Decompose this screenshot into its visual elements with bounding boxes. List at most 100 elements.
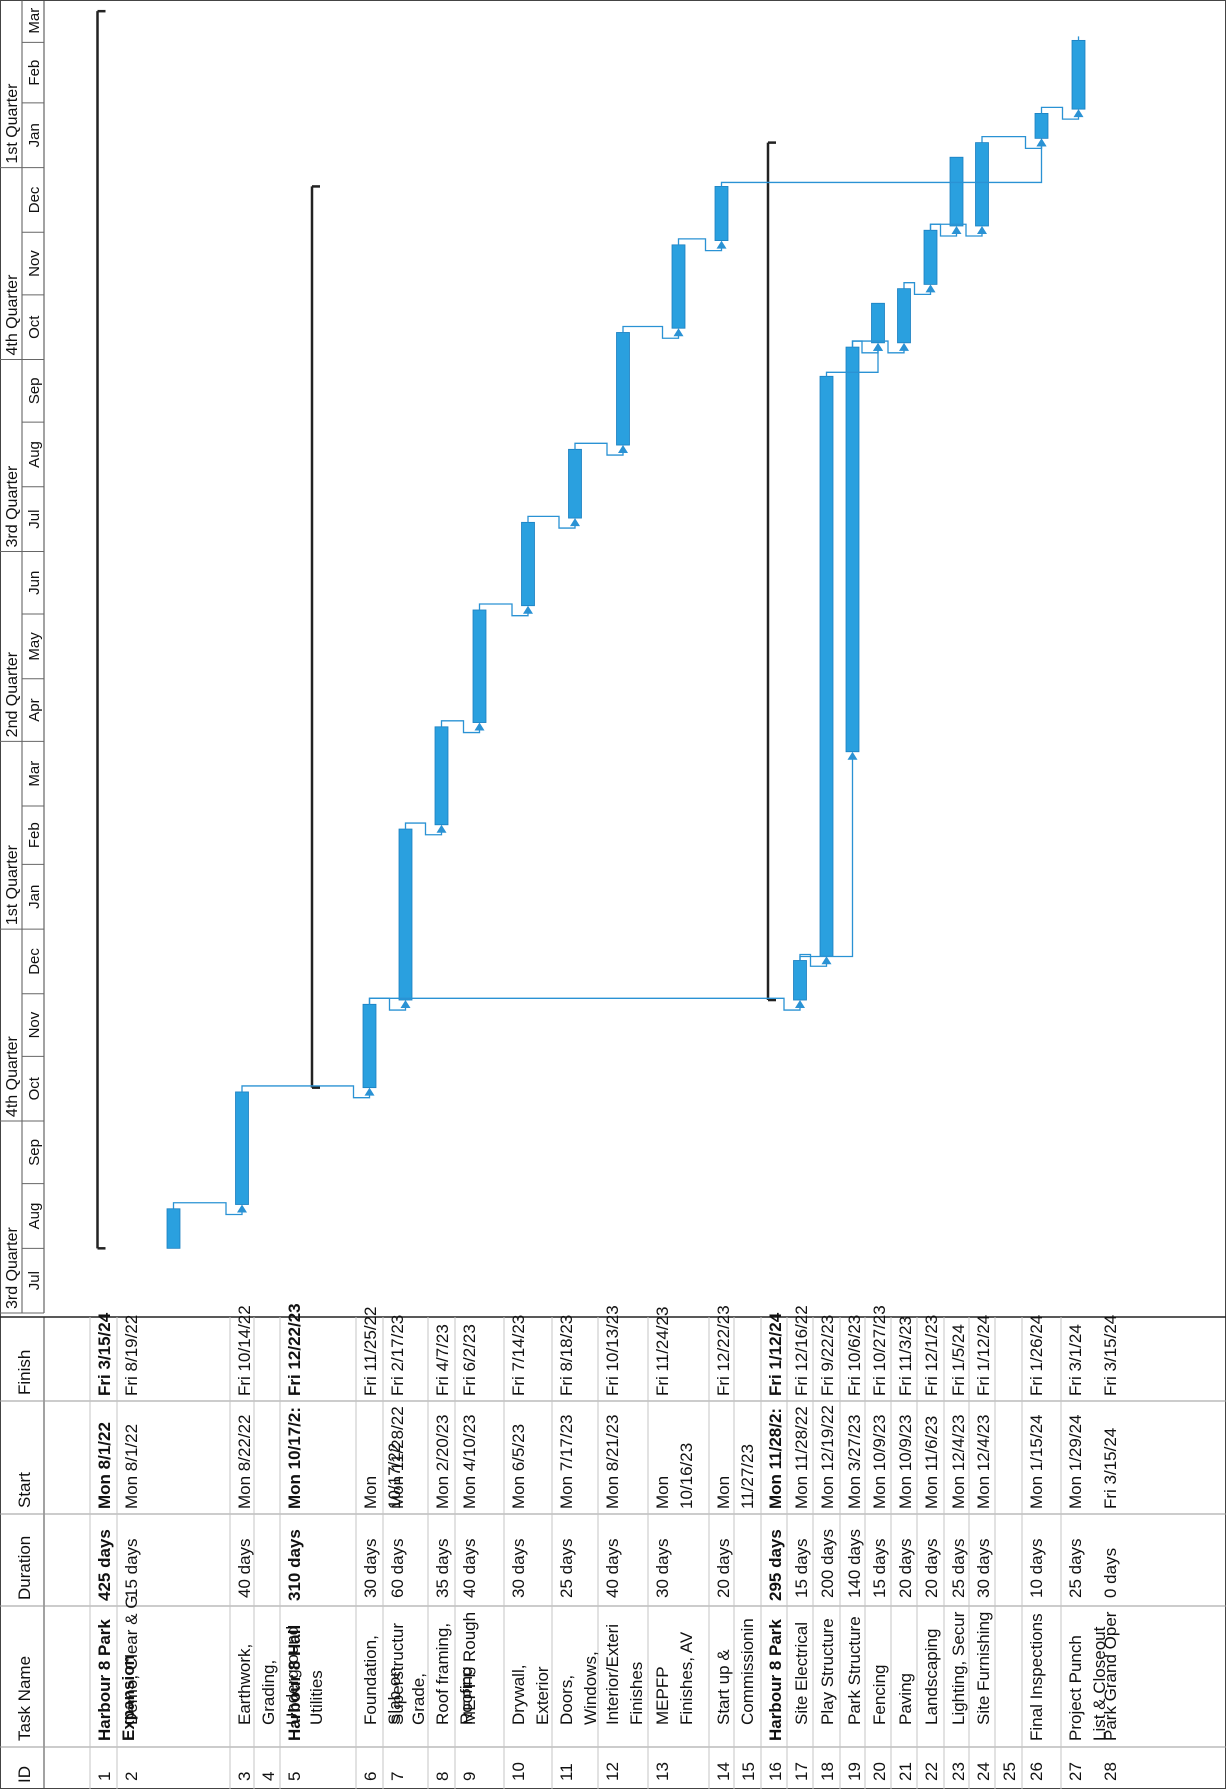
task-finish: Fri 1/26/24 [1027,1315,1046,1396]
row-id: 8 [433,1772,452,1781]
task-name: List & Closeout [1090,1626,1109,1741]
dependency-arrowhead [436,824,447,833]
task-bar [923,229,938,285]
row-id: 2 [122,1772,141,1781]
task-start: Mon 11/28/2: [766,1408,785,1509]
row-id: 7 [388,1772,407,1781]
milestone-date-label: 3/ [0,0,4,1]
task-duration: 0 days [1101,1548,1120,1598]
row-id: 15 [739,1762,758,1781]
task-finish: Fri 11/25/22 [361,1307,380,1396]
row-id: 25 [1000,1762,1019,1781]
dependency-link [440,720,481,734]
dependency-arrowhead [899,342,909,351]
task-name: Harbour 8 Park [766,1619,785,1741]
dependency-arrowhead [873,342,883,351]
row-id: 9 [460,1772,479,1781]
task-duration: 30 days [509,1538,528,1598]
task-finish: Fri 10/13/23 [603,1305,622,1396]
row-id: 20 [870,1762,889,1781]
column-header-duration: Duration [15,1536,34,1600]
task-name: Project Punch [1066,1635,1085,1741]
task-duration: 10 days [1027,1538,1046,1598]
dependency-link [799,758,854,961]
row-id: 1 [95,1772,114,1781]
column-header-finish: Finish [15,1350,34,1395]
task-name: Roof framing, [433,1623,452,1725]
column-header-id: ID [15,1766,34,1783]
dependency-arrowhead [673,328,684,337]
task-name: Harbour 8 Hall [285,1625,304,1741]
month-label: Mar [26,8,43,34]
task-name: Roofing [457,1666,476,1725]
dependency-arrowhead [951,225,962,234]
task-name: MEPFP [653,1666,672,1725]
dependency-link [622,325,680,339]
task-bar [845,346,860,753]
dependency-arrowhead [618,445,628,454]
month-label: Aug [26,1203,43,1230]
task-name: Underground [283,1626,302,1725]
month-label: Jan [26,123,43,147]
task-duration: 20 days [714,1538,733,1598]
task-finish: Fri 11/24/23 [653,1307,672,1396]
task-finish: Fri 12/1/23 [922,1315,941,1396]
task-start: Mon 1/29/24 [1066,1414,1085,1509]
row-id: 13 [653,1762,672,1781]
task-name: Foundation, [361,1635,380,1725]
dependency-link [677,238,723,252]
task-name: Play Structure [818,1618,837,1725]
task-bar [472,609,487,723]
task-name: Slab on [385,1667,404,1725]
row-id: 10 [509,1762,528,1781]
dependency-link [241,1085,371,1099]
dependency-arrowhead [925,284,936,293]
task-duration: 15 days [870,1538,889,1598]
task-finish: Fri 3/1/24 [1066,1324,1085,1396]
task-finish: Fri 12/22/23 [714,1305,733,1396]
task-finish: Fri 1/5/24 [949,1324,968,1396]
task-finish: Fri 8/18/23 [557,1315,576,1396]
task-name: MEPFP Rough [460,1612,479,1725]
row-id: 17 [792,1762,811,1781]
dependency-arrowhead [716,240,727,249]
task-start: Mon 8/1/22 [95,1422,114,1509]
task-finish: Fri 6/2/23 [460,1324,479,1396]
task-name: Demo, Clear & G [122,1596,141,1725]
dependency-arrowhead [1036,138,1047,147]
task-bar [434,726,449,826]
row-id: 12 [603,1762,622,1781]
row-id: 21 [896,1762,915,1781]
month-label: Nov [26,1011,43,1038]
task-finish: Fri 10/14/22 [235,1305,254,1396]
task-bar [166,1208,181,1249]
task-bar [362,1003,377,1089]
task-duration: 60 days [388,1538,407,1598]
task-bar [897,288,911,344]
row-id: 23 [949,1762,968,1781]
task-bar [975,142,989,227]
task-name: Lighting, Secur [949,1611,968,1725]
task-duration: 140 days [845,1529,864,1598]
month-label: Jan [26,885,43,909]
task-duration: 310 days [285,1529,304,1601]
dependency-arrowhead [1073,109,1084,118]
task-name: Site Electrical [792,1622,811,1725]
month-label: Aug [26,441,43,468]
task-bar [793,960,807,1001]
task-finish: Fri 10/6/23 [845,1315,864,1396]
task-bar [1034,113,1049,139]
task-finish: Fri 1/12/24 [766,1312,785,1396]
task-duration: 200 days [818,1529,837,1598]
dependency-arrowhead [523,605,533,614]
task-start: Mon 4/10/23 [460,1414,479,1509]
task-duration: 15 days [122,1538,141,1598]
task-start: 10/16/23 [677,1443,696,1509]
task-finish: Fri 2/17/23 [388,1315,407,1396]
column-header-name: Task Name [15,1656,34,1741]
month-label: Dec [26,948,43,975]
month-label: Feb [26,60,43,86]
row-id: 6 [361,1772,380,1781]
dependency-link [368,997,801,1011]
